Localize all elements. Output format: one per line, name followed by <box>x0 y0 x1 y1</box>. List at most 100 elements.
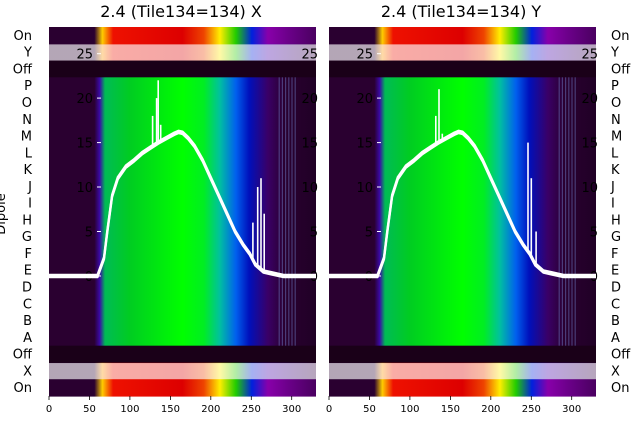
panel-y-overlay-curve <box>329 89 596 279</box>
row-label: O <box>611 96 621 111</box>
row-label: N <box>22 113 32 128</box>
stripe <box>574 77 576 346</box>
heatmap-row <box>329 43 596 62</box>
heatmap-row <box>49 144 316 162</box>
panel-x-heatmap <box>49 27 316 397</box>
overlay-tick-label: 5 <box>365 226 373 241</box>
x-tick-label: 150 <box>161 404 180 415</box>
x-tick-label: 250 <box>242 404 261 415</box>
heatmap-row <box>49 345 316 364</box>
heatmap-row <box>329 60 596 78</box>
x-tick-label: 200 <box>201 404 220 415</box>
heatmap-row <box>329 295 596 313</box>
x-tick-label: 300 <box>282 404 301 415</box>
row-label: I <box>28 197 32 212</box>
heatmap-row <box>49 194 316 213</box>
row-label: A <box>23 331 32 346</box>
heatmap-row <box>49 60 316 78</box>
row-label: K <box>611 163 620 178</box>
panel-y-heatmap <box>329 27 596 397</box>
overlay-tick-label-right: 20 <box>301 92 318 107</box>
overlay-tick-label: 25 <box>356 48 373 63</box>
x-tick-label: 50 <box>363 404 376 415</box>
stripe <box>285 77 287 346</box>
overlay-tick-label: 5 <box>85 226 93 241</box>
overlay-tick-label-right: 10 <box>301 181 318 196</box>
overlay-line <box>49 129 316 276</box>
heatmap-row <box>49 228 316 246</box>
heatmap-row <box>329 312 596 330</box>
heatmap-row <box>49 110 316 129</box>
heatmap-row <box>49 211 316 229</box>
overlay-tick-label: 10 <box>356 181 373 196</box>
row-label: L <box>611 146 619 161</box>
row-label: P <box>24 79 32 94</box>
heatmap-row <box>49 261 316 280</box>
row-label: K <box>23 163 32 178</box>
row-label: On <box>14 29 32 44</box>
heatmap-row <box>49 94 316 112</box>
heatmap-row <box>49 362 316 380</box>
heatmap-row <box>49 312 316 330</box>
row-label: M <box>21 130 32 145</box>
x-tick-label: 200 <box>481 404 500 415</box>
row-label: C <box>23 297 32 312</box>
x-tick-label: 100 <box>400 404 419 415</box>
row-label: Y <box>23 46 32 61</box>
panel-x-title: 2.4 (Tile134=134) X <box>100 2 262 21</box>
row-label: J <box>610 180 615 195</box>
stripe <box>294 77 296 346</box>
row-label: Y <box>610 46 619 61</box>
heatmap-row <box>49 77 316 95</box>
panel-x-x-ticks: 0 50 100 150 200 250 300 <box>46 396 301 415</box>
overlay-tick-label: 15 <box>76 137 93 152</box>
overlay-tick-label: 15 <box>356 137 373 152</box>
heatmap-row <box>329 144 596 162</box>
row-label: L <box>25 146 33 161</box>
stripe <box>291 77 293 346</box>
panel-x-overlay-curve <box>49 80 316 279</box>
heatmap-row <box>329 94 596 112</box>
row-label: Off <box>611 348 631 363</box>
x-tick-label: 250 <box>522 404 541 415</box>
heatmap-row <box>329 362 596 380</box>
overlay-tick-label-right: 5 <box>310 226 318 241</box>
overlay-tick-label: 25 <box>76 48 93 63</box>
heatmap-row <box>329 245 596 263</box>
stripe <box>281 77 283 346</box>
x-tick-label: 0 <box>326 404 332 415</box>
heatmap-row <box>329 379 596 397</box>
row-label: D <box>611 280 621 295</box>
row-label: G <box>611 230 621 245</box>
row-label: I <box>611 197 615 212</box>
heatmap-row <box>49 295 316 313</box>
heatmap-row <box>329 194 596 213</box>
stripe <box>571 77 573 346</box>
x-tick-label: 300 <box>562 404 581 415</box>
row-label: D <box>22 280 32 295</box>
heatmap-row <box>49 27 316 45</box>
row-label: X <box>611 364 620 379</box>
row-label: N <box>611 113 621 128</box>
overlay-tick-label-right: 10 <box>581 181 598 196</box>
overlay-tick-label: 10 <box>76 181 93 196</box>
stripe <box>558 77 560 346</box>
row-label: Off <box>611 62 631 77</box>
panel-y-x-ticks: 0 50 100 150 200 250 300 <box>326 396 581 415</box>
row-label: G <box>22 230 32 245</box>
stripe <box>561 77 563 346</box>
heatmap-row <box>49 328 316 347</box>
heatmap-row <box>329 278 596 296</box>
heatmap-row <box>329 127 596 146</box>
row-label: P <box>611 79 619 94</box>
overlay-tick-label-right: 25 <box>581 48 598 63</box>
overlay-tick-label-right: 15 <box>301 137 318 152</box>
heatmap-row <box>329 211 596 229</box>
x-tick-label: 50 <box>83 404 96 415</box>
row-label: E <box>24 264 32 279</box>
x-tick-label: 150 <box>441 404 460 415</box>
overlay-tick-label: 20 <box>76 92 93 107</box>
